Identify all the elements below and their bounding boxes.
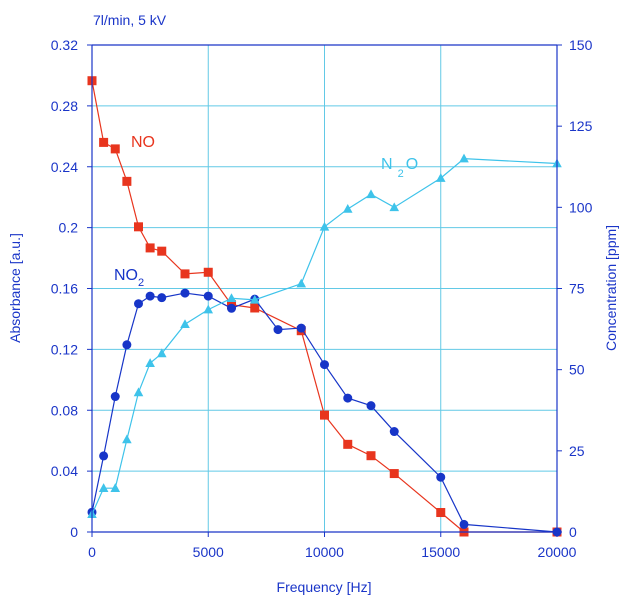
y-left-tick-label: 0.12 — [51, 341, 78, 357]
data-point-n2o — [319, 221, 330, 231]
data-point-no — [250, 303, 260, 313]
data-point-n2o — [366, 189, 376, 199]
data-point-no — [157, 246, 167, 256]
grid — [92, 45, 557, 532]
x-tick-label: 15000 — [421, 544, 460, 560]
data-point-no2 — [343, 393, 353, 403]
data-point-no — [389, 469, 399, 479]
x-tick-label: 0 — [88, 544, 96, 560]
data-point-n2o — [203, 304, 214, 314]
y-axis-right-label: Concentration [ppm] — [603, 225, 619, 351]
x-tick-label: 10000 — [305, 544, 344, 560]
data-point-n2o — [342, 203, 353, 213]
data-point-no2 — [389, 427, 399, 437]
data-point-n2o — [249, 294, 260, 304]
data-point-no — [110, 144, 120, 154]
x-tick-label: 20000 — [538, 544, 577, 560]
data-point-no2 — [296, 323, 306, 333]
series-label-n2o: N2O — [381, 156, 418, 180]
series-label-n2o-text: N — [381, 156, 393, 173]
data-point-no2 — [134, 299, 143, 309]
data-point-no — [145, 243, 155, 253]
series-n2o — [87, 153, 562, 518]
series-label-n2o-tail: O — [406, 156, 418, 173]
data-point-no — [134, 222, 143, 232]
ticks: 0 0.04 0.08 0.12 0.16 0.2 0.24 0.28 0.32 0 25 50 75 1… — [51, 37, 593, 560]
y-left-tick-label: 0.2 — [59, 220, 79, 236]
y-right-tick-label: 150 — [569, 37, 593, 53]
data-point-n2o — [296, 278, 307, 288]
data-point-no2 — [436, 472, 446, 482]
series-line-no2 — [91, 292, 558, 533]
data-point-no2 — [157, 293, 167, 303]
data-point-no — [99, 137, 109, 147]
data-point-n2o — [459, 153, 469, 163]
data-point-n2o — [156, 348, 167, 358]
data-point-no — [203, 267, 213, 277]
data-point-no — [320, 410, 329, 420]
data-point-n2o — [145, 358, 155, 367]
data-point-no — [366, 451, 376, 461]
x-tick-label: 5000 — [193, 544, 224, 560]
y-left-tick-label: 0.16 — [51, 281, 78, 297]
data-point-n2o — [110, 483, 121, 492]
series-label-no2-subscript: 2 — [138, 277, 144, 289]
data-point-no2 — [203, 291, 213, 301]
y-right-tick-label: 50 — [569, 362, 585, 378]
data-point-no2 — [122, 340, 132, 350]
data-point-no2 — [110, 392, 120, 402]
data-point-n2o — [122, 434, 132, 444]
y-left-tick-label: 0.28 — [51, 98, 78, 114]
series-label-no-text: NO — [131, 134, 155, 151]
data-point-n2o — [133, 387, 144, 397]
y-left-tick-label: 0.08 — [51, 402, 78, 418]
y-left-tick-label: 0.32 — [51, 37, 78, 53]
series-label-no: NO — [131, 134, 155, 151]
data-point-no2 — [145, 291, 155, 301]
data-point-no2 — [273, 325, 283, 335]
y-right-tick-label: 0 — [569, 524, 577, 540]
chart-title: 7l/min, 5 kV — [93, 12, 167, 28]
y-right-tick-label: 100 — [569, 199, 593, 215]
y-right-tick-label: 25 — [569, 443, 585, 459]
data-point-n2o — [226, 293, 237, 303]
data-point-no2 — [459, 519, 469, 529]
data-point-no — [343, 439, 353, 449]
data-point-n2o — [435, 173, 446, 182]
data-point-no2 — [99, 451, 109, 461]
y-axis-left-label: Absorbance [a.u.] — [7, 233, 23, 343]
y-left-tick-label: 0 — [70, 524, 78, 540]
data-point-no2 — [227, 303, 236, 313]
data-point-no2 — [180, 288, 190, 298]
data-point-no2 — [320, 360, 329, 370]
series-label-no2-text: NO — [114, 267, 138, 284]
data-point-n2o — [98, 483, 109, 492]
series-label-n2o-subscript: 2 — [398, 168, 404, 180]
x-axis-label: Frequency [Hz] — [277, 579, 372, 595]
data-point-no2 — [366, 401, 376, 411]
y-right-tick-label: 75 — [569, 281, 585, 297]
data-point-n2o — [180, 319, 190, 329]
series-no2 — [87, 288, 562, 537]
series-label-no2: NO2 — [114, 267, 144, 289]
y-left-tick-label: 0.04 — [51, 463, 78, 479]
data-point-n2o — [389, 202, 400, 212]
data-point-no — [122, 176, 132, 186]
y-left-tick-label: 0.24 — [51, 159, 78, 175]
data-point-no — [180, 269, 190, 279]
y-right-tick-label: 125 — [569, 118, 593, 134]
data-point-no — [436, 508, 446, 518]
